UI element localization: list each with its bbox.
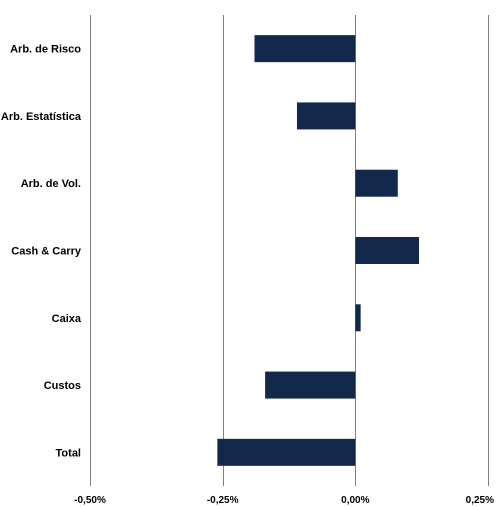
category-label: Total [56, 447, 81, 459]
category-label: Arb. de Vol. [21, 178, 81, 190]
gridlines [90, 15, 489, 486]
bar [355, 169, 398, 197]
bar [296, 102, 356, 130]
bar [217, 438, 356, 466]
x-tick-label: 0,00% [341, 495, 369, 506]
category-label: Arb. Estatística [1, 111, 82, 123]
category-label: Caixa [52, 313, 82, 325]
bars [217, 35, 420, 466]
category-label: Custos [44, 380, 81, 392]
category-label: Cash & Carry [11, 246, 82, 258]
bar [355, 304, 361, 332]
category-label: Arb. de Risco [10, 44, 81, 56]
bar [265, 371, 356, 399]
bar [355, 237, 420, 264]
x-tick-label: -0,25% [207, 495, 239, 506]
x-tick-label: 0,25% [466, 495, 494, 506]
x-tick-labels: -0,50% -0,25% 0,00% 0,25% [74, 495, 494, 506]
bar [254, 35, 356, 63]
category-labels: Arb. de Risco Arb. Estatística Arb. de Vol… [1, 44, 82, 460]
x-tick-label: -0,50% [74, 495, 106, 506]
